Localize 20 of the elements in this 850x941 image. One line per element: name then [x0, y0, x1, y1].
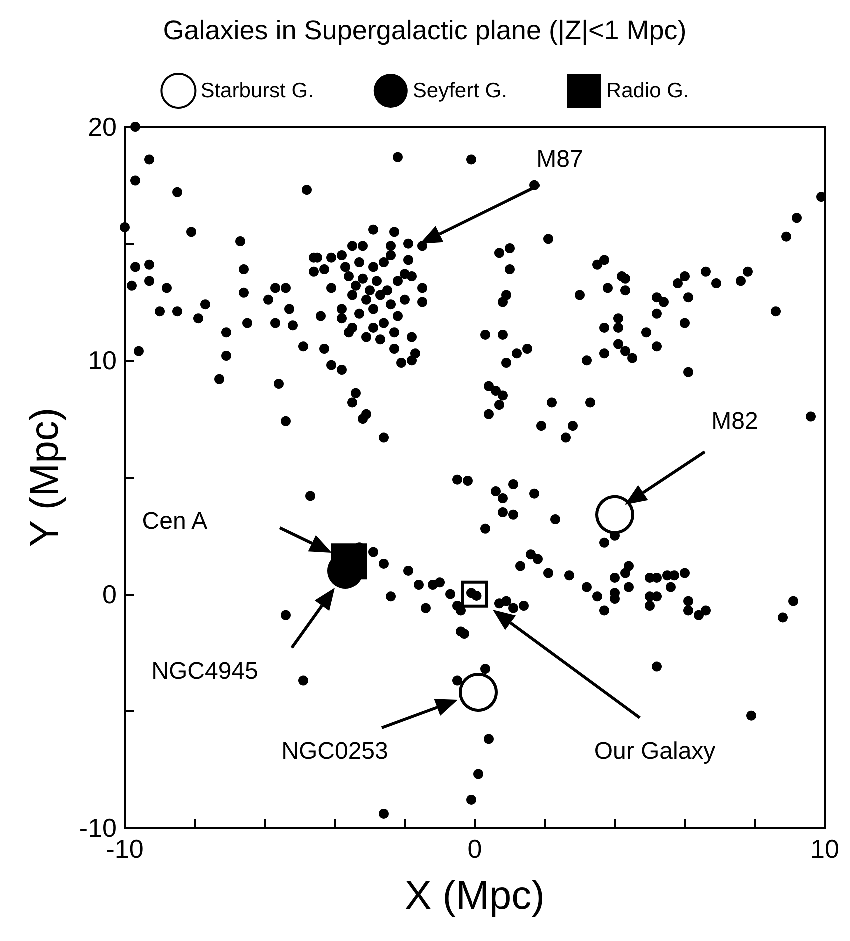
x-tick-label: 0 — [468, 834, 482, 864]
x-axis-title: X (Mpc) — [405, 874, 545, 918]
annotation: M82 — [712, 408, 758, 435]
annotation: Our Galaxy — [594, 738, 716, 765]
legend-label: Radio G. — [606, 80, 690, 102]
point — [596, 495, 634, 534]
legend-label: Seyfert G. — [412, 80, 508, 102]
annotation: NGC4945 — [152, 658, 258, 685]
legend-label: Starburst G. — [200, 80, 314, 102]
y-tick-label: 10 — [88, 346, 117, 376]
annotation: Cen A — [142, 508, 208, 535]
point — [459, 672, 498, 712]
annotation: M87 — [536, 146, 584, 173]
point — [331, 544, 367, 580]
y-axis-title: Y (Mpc) — [23, 408, 67, 548]
x-tick-label: 10 — [810, 834, 840, 864]
chart-title: Galaxies in Supergalactic plane (|Z|<1 Mpc) — [163, 16, 687, 46]
y-tick-label: 20 — [88, 112, 117, 142]
y-tick-label: 0 — [102, 579, 117, 610]
annotation: NGC0253 — [282, 738, 388, 765]
